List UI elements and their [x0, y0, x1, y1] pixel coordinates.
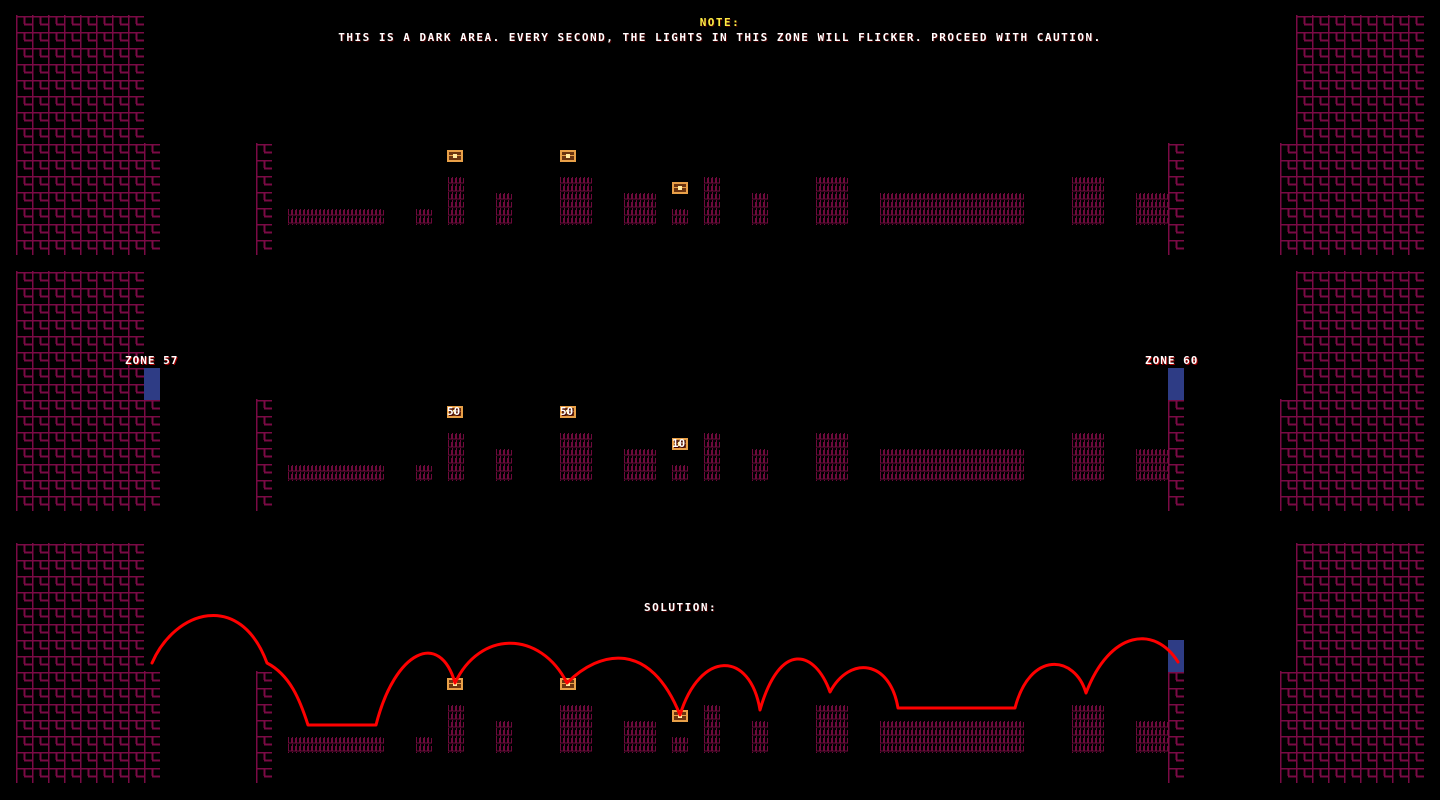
platform [752, 193, 768, 225]
exit-door [1168, 368, 1184, 400]
brick-pillar [1168, 143, 1184, 255]
platform [1136, 721, 1168, 753]
platform [560, 705, 592, 753]
platform [496, 449, 512, 481]
platform [624, 449, 656, 481]
zone-57-label: ZONE 57 [125, 354, 179, 367]
brick-wall [16, 271, 144, 399]
solution-label: SOLUTION: [644, 601, 718, 614]
brick-pillar [256, 143, 272, 255]
entry-door [144, 368, 160, 400]
platform [288, 737, 384, 753]
platform [416, 209, 432, 225]
platform [560, 433, 592, 481]
exit-door [1168, 640, 1184, 672]
platform [816, 177, 848, 225]
brick-wall [16, 543, 144, 671]
brick-wall [1280, 143, 1424, 255]
platform [880, 193, 1024, 225]
platform [448, 177, 464, 225]
zone-60-label: ZONE 60 [1145, 354, 1199, 367]
treasure-chest-icon [447, 406, 463, 418]
treasure-chest-icon [560, 406, 576, 418]
platform [672, 737, 688, 753]
platform [1072, 705, 1104, 753]
platform [416, 737, 432, 753]
platform [752, 721, 768, 753]
brick-wall [16, 671, 160, 783]
platform [880, 449, 1024, 481]
treasure-chest-icon [447, 150, 463, 162]
platform [816, 705, 848, 753]
platform [816, 433, 848, 481]
note-message: THIS IS A DARK AREA. EVERY SECOND, THE L… [338, 31, 1102, 44]
platform [288, 209, 384, 225]
platform [1136, 449, 1168, 481]
platform [416, 465, 432, 481]
brick-wall [16, 143, 160, 255]
treasure-chest-icon [672, 182, 688, 194]
platform [496, 721, 512, 753]
platform [496, 193, 512, 225]
brick-pillar [256, 399, 272, 511]
platform [704, 177, 720, 225]
platform [704, 433, 720, 481]
platform [672, 209, 688, 225]
platform [880, 721, 1024, 753]
platform [752, 449, 768, 481]
platform [1072, 433, 1104, 481]
note-title: NOTE: [699, 16, 741, 29]
brick-pillar [1168, 671, 1184, 783]
solution-path [150, 613, 1180, 727]
platform [624, 193, 656, 225]
platform [288, 465, 384, 481]
platform [672, 465, 688, 481]
chest-value-label: 50 [447, 405, 461, 418]
brick-pillar [256, 671, 272, 783]
treasure-chest-icon [672, 438, 688, 450]
brick-wall [1296, 15, 1424, 143]
chest-value-label: 10 [672, 437, 686, 450]
treasure-chest-icon [560, 150, 576, 162]
brick-wall [16, 399, 160, 511]
platform [448, 433, 464, 481]
platform [448, 705, 464, 753]
platform [704, 705, 720, 753]
brick-wall [1280, 399, 1424, 511]
chest-value-label: 50 [560, 405, 574, 418]
brick-wall [1296, 271, 1424, 399]
brick-wall [1296, 543, 1424, 671]
brick-pillar [1168, 399, 1184, 511]
platform [1136, 193, 1168, 225]
brick-wall [16, 15, 144, 143]
platform [560, 177, 592, 225]
platform [1072, 177, 1104, 225]
platform [624, 721, 656, 753]
brick-wall [1280, 671, 1424, 783]
